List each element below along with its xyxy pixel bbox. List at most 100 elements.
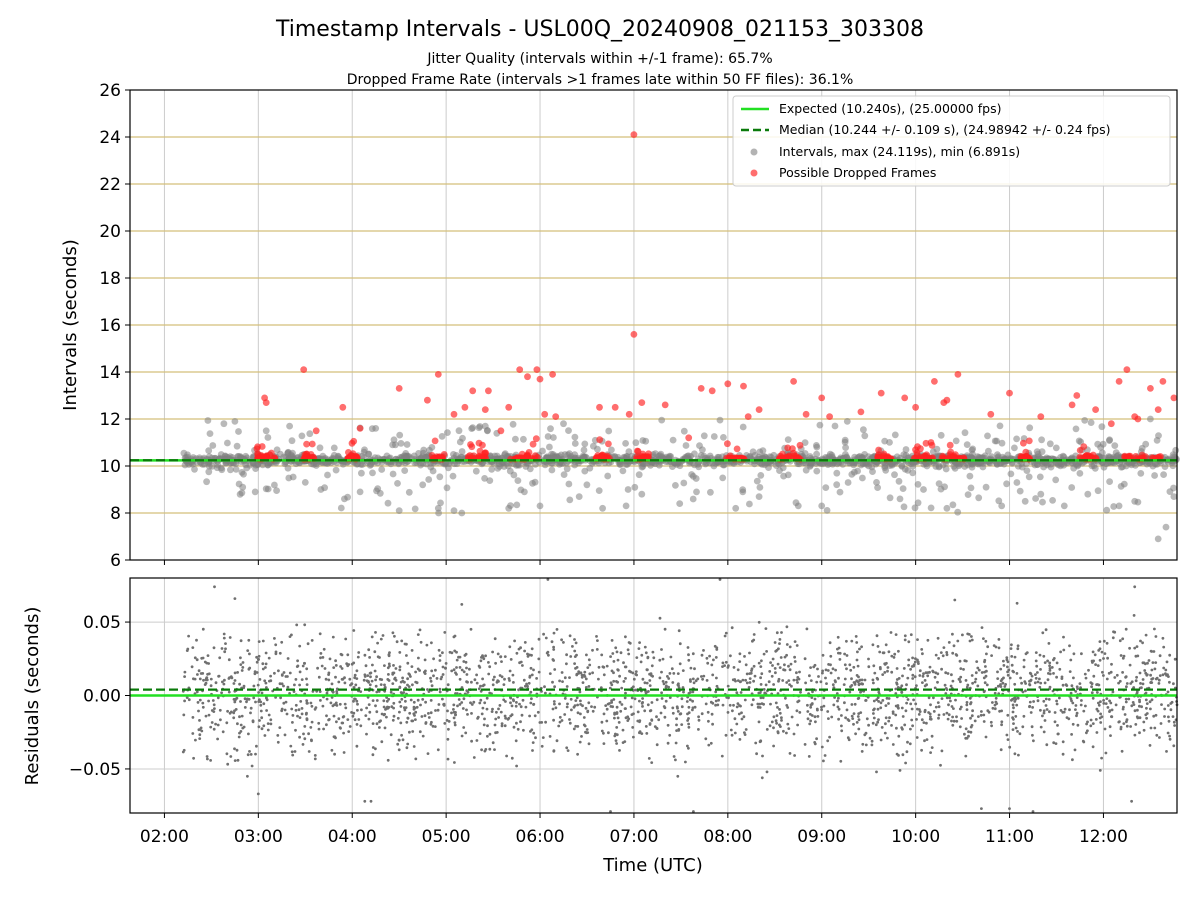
residual-point [536,710,540,714]
residual-point [211,699,215,702]
residual-point [217,674,221,678]
residual-point [965,685,969,689]
residual-point [240,714,244,718]
residual-point [1108,699,1111,703]
residual-point [745,672,749,676]
residual-point [382,713,386,717]
dropped-frame-point [461,403,469,411]
residual-point [563,676,567,680]
residual-point [299,700,303,703]
residual-point [985,652,988,656]
residual-point [343,702,347,706]
residual-point [526,652,529,656]
interval-point [1103,506,1111,514]
residual-point [1052,672,1055,675]
residual-point [923,679,927,682]
residual-point [890,724,893,727]
residual-point [187,698,191,702]
interval-point [755,493,763,500]
interval-point [943,504,951,512]
interval-point [521,488,528,496]
residual-point [1119,654,1123,657]
residual-point [255,655,258,659]
residual-point [789,662,793,666]
residual-point [813,697,817,701]
residual-point [582,723,586,727]
residual-point [494,717,498,721]
residual-point [961,633,964,637]
residual-point [400,639,404,643]
residual-point [595,648,599,651]
residual-point [1005,733,1009,737]
residual-point [303,737,307,741]
interval-point [273,487,280,494]
residual-point [859,690,862,694]
residual-point [1141,682,1145,686]
residual-point [470,680,473,684]
residual-point [1010,643,1013,647]
residual-point [948,696,951,700]
residual-point [786,706,790,709]
residual-point [342,731,345,735]
dropped-frame-point [1025,437,1033,445]
interval-point [560,471,568,478]
residual-point [620,703,624,706]
residual-point [1102,639,1106,643]
residual-point [412,745,416,748]
residual-point [273,637,276,640]
residual-point [352,711,356,715]
residual-point [1043,719,1047,722]
residual-point [1168,734,1171,738]
residual-point [865,717,869,721]
intervals-y-tick-label: 26 [99,81,121,101]
residual-point [912,663,916,666]
residual-point [239,730,243,733]
dropped-frame-point [549,371,556,378]
residual-point [1172,744,1176,748]
residual-point [996,670,999,674]
residual-point [827,717,830,720]
residual-point [738,738,742,741]
residual-point [905,750,909,754]
residual-point [493,675,496,679]
residual-point [664,680,668,684]
residual-point [328,657,332,661]
residual-point [839,759,843,763]
residual-point [485,707,489,711]
residual-point [913,675,917,679]
interval-point [531,478,539,486]
residual-point [1075,696,1079,699]
residual-point [1028,704,1032,708]
residual-point [1009,647,1013,650]
residual-point [1102,674,1105,677]
residual-point [616,716,620,720]
residual-point [928,670,931,674]
residual-point [1080,699,1083,702]
dropped-frame-point [481,406,489,413]
interval-point [1037,490,1045,498]
residual-point [635,673,638,677]
interval-point [369,469,376,477]
residual-point [662,705,666,708]
residual-point [1032,739,1035,743]
residual-point [626,719,630,722]
residual-point [1012,706,1015,710]
residual-point [462,697,466,701]
residual-point [918,674,922,677]
residual-point [335,704,339,707]
residual-point [613,711,616,715]
residual-point [212,727,216,731]
residual-point [687,722,690,726]
residual-point [438,687,442,691]
residual-point [432,657,435,661]
residual-point [970,635,973,638]
dropped-frame-point [634,448,642,455]
residual-point [540,744,544,748]
residual-point [641,705,644,708]
residual-point [820,708,823,712]
residual-point [484,654,487,658]
residual-point [666,741,670,745]
residual-point [464,731,468,735]
residual-point [1115,673,1119,677]
residual-point [255,744,258,748]
